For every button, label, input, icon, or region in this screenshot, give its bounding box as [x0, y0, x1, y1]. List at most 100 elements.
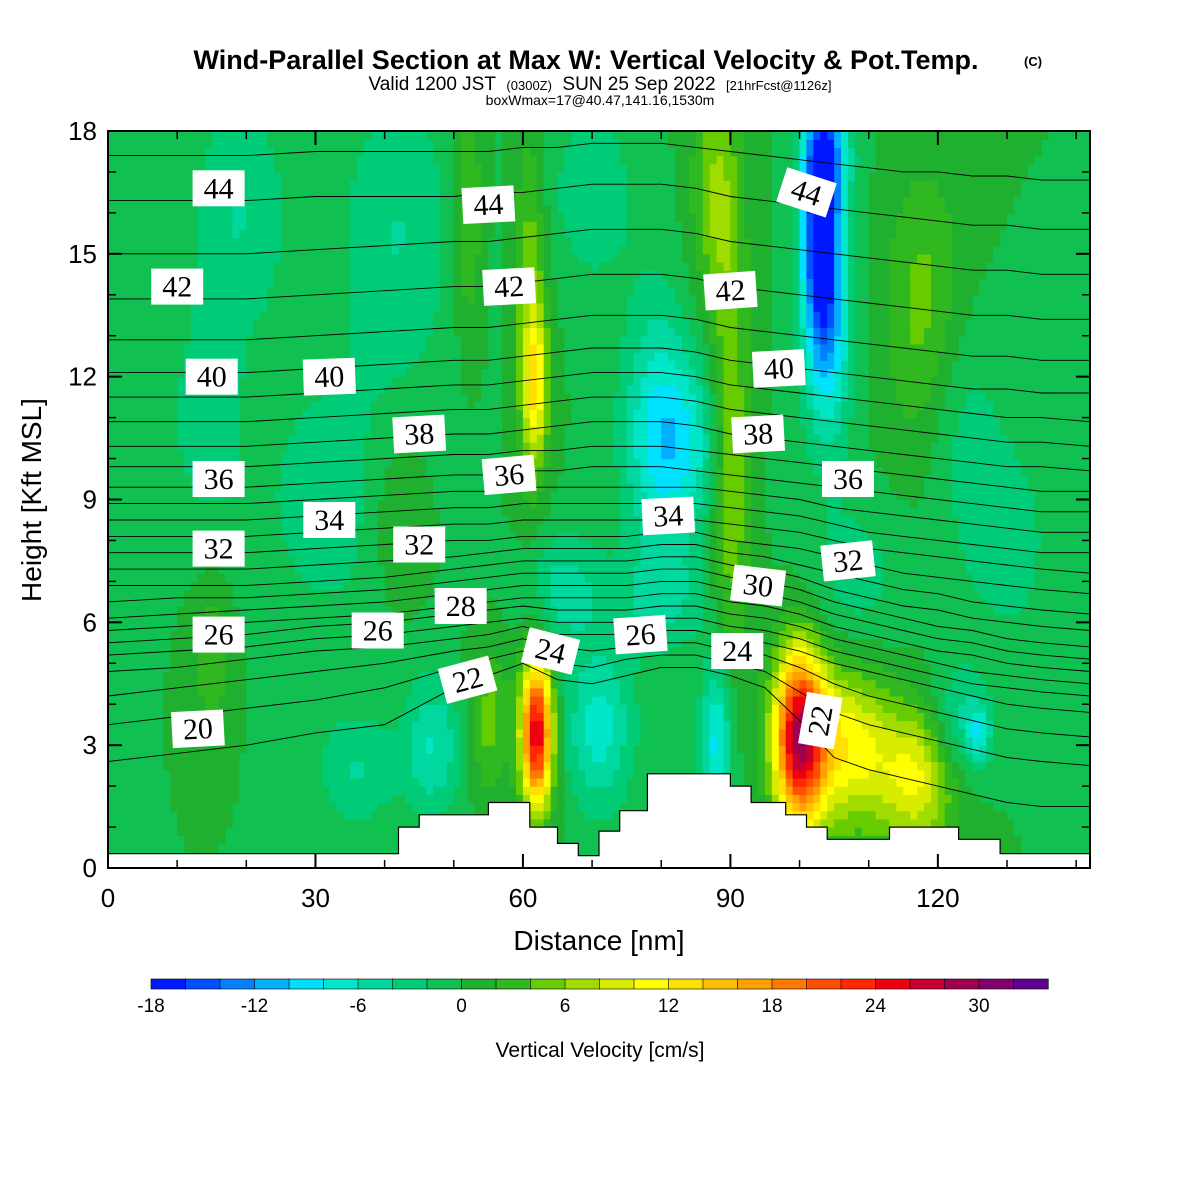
w-cell	[661, 736, 669, 746]
w-cell	[260, 622, 268, 632]
w-cell	[910, 712, 918, 722]
w-cell	[688, 753, 697, 763]
w-cell	[294, 753, 303, 763]
w-cell	[792, 802, 801, 812]
w-cell	[1041, 777, 1050, 787]
w-cell	[405, 810, 413, 820]
w-cell	[184, 786, 192, 795]
w-cell	[633, 679, 642, 689]
w-cell	[1020, 614, 1029, 623]
w-cell	[204, 663, 213, 673]
w-cell	[142, 786, 151, 795]
w-cell	[460, 646, 469, 656]
w-cell	[1000, 818, 1008, 828]
w-cell	[363, 605, 372, 615]
w-cell	[329, 712, 337, 722]
w-cell	[439, 728, 448, 738]
w-cell	[467, 638, 476, 648]
w-cell	[993, 687, 1001, 697]
w-cell	[709, 671, 718, 681]
w-cell	[163, 573, 171, 582]
w-cell	[792, 638, 801, 648]
w-cell	[875, 745, 884, 754]
w-cell	[1020, 597, 1029, 607]
w-cell	[1007, 622, 1015, 632]
w-cell	[384, 769, 393, 779]
w-cell	[626, 679, 635, 689]
w-cell	[778, 728, 787, 738]
w-cell	[446, 728, 455, 738]
w-cell	[599, 769, 607, 779]
w-cell	[861, 597, 870, 607]
w-cell	[820, 687, 828, 697]
w-cell	[225, 589, 234, 599]
w-cell	[764, 646, 773, 656]
w-cell	[170, 655, 178, 664]
w-cell	[343, 802, 351, 812]
w-cell	[1034, 720, 1043, 730]
w-cell	[944, 597, 953, 607]
w-cell	[827, 753, 835, 763]
w-cell	[571, 818, 579, 828]
w-cell	[232, 794, 240, 804]
w-cell	[854, 745, 863, 754]
w-cell	[599, 589, 607, 599]
w-cell	[571, 696, 579, 705]
w-cell	[612, 810, 621, 820]
w-cell	[612, 818, 621, 828]
w-cell	[439, 769, 448, 779]
w-cell	[709, 614, 718, 623]
w-cell	[633, 769, 642, 779]
w-cell	[467, 769, 476, 779]
w-cell	[771, 605, 780, 615]
w-cell	[612, 728, 621, 738]
w-cell	[536, 704, 545, 714]
w-cell	[688, 736, 697, 746]
w-cell	[896, 720, 904, 730]
w-cell	[599, 712, 607, 722]
w-cell	[799, 786, 808, 795]
w-cell	[502, 589, 510, 599]
w-cell	[1076, 761, 1084, 771]
w-cell	[1000, 728, 1008, 738]
w-cell	[329, 769, 337, 779]
w-cell	[785, 794, 794, 804]
w-cell	[294, 810, 303, 820]
w-cell	[267, 646, 275, 656]
w-cell	[294, 655, 303, 664]
w-cell	[944, 818, 953, 828]
w-cell	[592, 761, 600, 771]
w-cell	[612, 736, 621, 746]
w-cell	[398, 736, 406, 746]
w-cell	[509, 671, 517, 681]
w-cell	[232, 745, 240, 754]
w-cell	[128, 712, 137, 722]
w-cell	[225, 597, 234, 607]
w-cell	[972, 728, 980, 738]
w-cell	[979, 646, 987, 656]
w-cell	[246, 671, 254, 681]
w-cell	[267, 736, 275, 746]
w-cell	[267, 605, 275, 615]
w-cell	[184, 679, 192, 689]
w-cell	[827, 679, 835, 689]
w-cell	[405, 622, 413, 632]
w-cell	[550, 777, 559, 787]
w-cell	[688, 622, 697, 632]
w-cell	[225, 786, 234, 795]
w-cell	[889, 810, 897, 820]
w-cell	[827, 769, 835, 779]
w-cell	[1083, 663, 1090, 673]
w-cell	[930, 802, 939, 812]
w-cell	[419, 687, 427, 697]
w-cell	[114, 761, 123, 771]
w-cell	[841, 638, 849, 648]
w-cell	[502, 720, 510, 730]
w-cell	[1076, 728, 1084, 738]
w-cell	[170, 818, 178, 828]
w-cell	[426, 614, 434, 623]
w-cell	[280, 712, 289, 722]
w-cell	[142, 663, 151, 673]
w-cell	[522, 630, 531, 640]
w-cell	[536, 605, 545, 615]
